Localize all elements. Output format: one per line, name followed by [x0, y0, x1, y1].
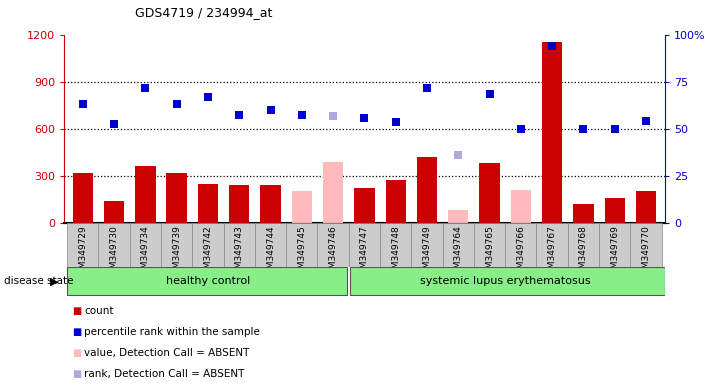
Text: percentile rank within the sample: percentile rank within the sample	[84, 327, 260, 337]
Text: GSM349749: GSM349749	[422, 225, 432, 280]
Bar	[542, 42, 562, 223]
Bar	[98, 223, 129, 267]
Text: ■: ■	[72, 369, 82, 379]
Bar	[317, 223, 348, 267]
Text: GDS4719 / 234994_at: GDS4719 / 234994_at	[135, 6, 272, 19]
Bar	[385, 180, 406, 223]
Bar	[161, 223, 192, 267]
Bar	[255, 223, 286, 267]
Text: GSM349729: GSM349729	[78, 225, 87, 280]
Text: GSM349748: GSM349748	[391, 225, 400, 280]
Text: GSM349770: GSM349770	[641, 225, 651, 280]
Text: disease state: disease state	[4, 276, 73, 286]
Text: GSM349744: GSM349744	[266, 225, 275, 280]
Bar	[348, 223, 380, 267]
Bar	[537, 223, 568, 267]
Bar	[474, 223, 506, 267]
Bar	[286, 223, 317, 267]
Text: GSM349764: GSM349764	[454, 225, 463, 280]
Bar	[479, 163, 500, 223]
Bar	[192, 223, 223, 267]
Bar	[380, 223, 412, 267]
Text: healthy control: healthy control	[166, 276, 250, 286]
Text: GSM349768: GSM349768	[579, 225, 588, 280]
Text: value, Detection Call = ABSENT: value, Detection Call = ABSENT	[84, 348, 250, 358]
Bar	[448, 210, 469, 223]
Text: GSM349766: GSM349766	[516, 225, 525, 280]
Text: ▶: ▶	[50, 276, 58, 286]
Bar	[412, 223, 443, 267]
Bar	[417, 157, 437, 223]
Bar	[506, 223, 537, 267]
Text: GSM349742: GSM349742	[203, 225, 213, 280]
Text: systemic lupus erythematosus: systemic lupus erythematosus	[420, 276, 591, 286]
Text: rank, Detection Call = ABSENT: rank, Detection Call = ABSENT	[84, 369, 245, 379]
Bar	[323, 162, 343, 223]
Bar	[67, 223, 98, 267]
Text: GSM349743: GSM349743	[235, 225, 244, 280]
Bar	[104, 201, 124, 223]
Bar	[260, 185, 281, 223]
Text: GSM349730: GSM349730	[109, 225, 119, 280]
Bar	[636, 191, 656, 223]
Bar	[443, 223, 474, 267]
Text: GSM349734: GSM349734	[141, 225, 150, 280]
Bar	[573, 204, 594, 223]
Bar	[166, 172, 187, 223]
Bar	[604, 198, 625, 223]
Bar	[223, 223, 255, 267]
Bar	[631, 223, 662, 267]
Bar	[292, 191, 312, 223]
Bar	[67, 267, 347, 295]
Text: GSM349745: GSM349745	[297, 225, 306, 280]
Text: GSM349747: GSM349747	[360, 225, 369, 280]
Text: GSM349767: GSM349767	[547, 225, 557, 280]
Text: GSM349746: GSM349746	[328, 225, 338, 280]
Bar	[599, 223, 631, 267]
Bar	[129, 223, 161, 267]
Bar	[135, 166, 156, 223]
Bar	[198, 184, 218, 223]
Bar	[73, 172, 93, 223]
Text: GSM349769: GSM349769	[610, 225, 619, 280]
Text: GSM349739: GSM349739	[172, 225, 181, 280]
Text: count: count	[84, 306, 113, 316]
Text: ■: ■	[72, 306, 82, 316]
Bar	[229, 185, 250, 223]
Bar	[568, 223, 599, 267]
Text: GSM349765: GSM349765	[485, 225, 494, 280]
Bar	[354, 188, 375, 223]
Bar	[351, 267, 665, 295]
Text: ■: ■	[72, 348, 82, 358]
Bar	[510, 190, 531, 223]
Text: ■: ■	[72, 327, 82, 337]
